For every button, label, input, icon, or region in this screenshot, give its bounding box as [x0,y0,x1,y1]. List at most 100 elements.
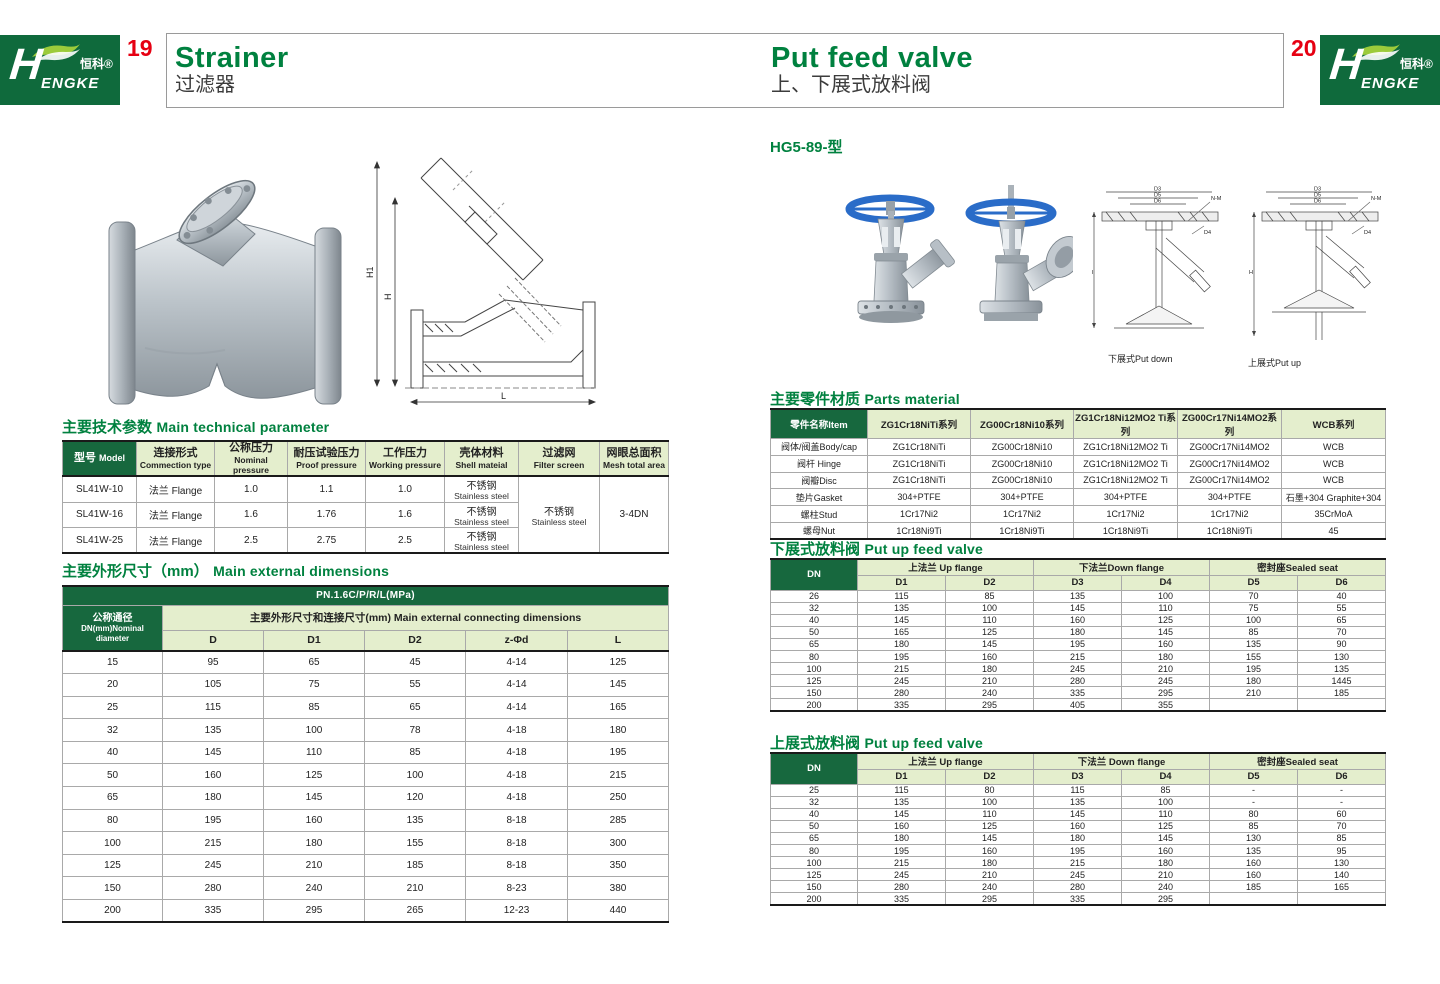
dim-label-h: H [1092,270,1093,276]
table-cell: 100 [770,856,858,870]
col-d2: D2 [364,629,466,652]
table-row: 32 135 100 145 110 75 55 [770,601,1387,615]
col-model: 型号 Model [62,440,137,477]
table-cell: - [1297,795,1387,809]
dim-label-d3: D3 [1154,187,1161,193]
table-row: 200 335 295 405 355 [770,698,1387,712]
table-row: 125 245 210 185 8-18 350 [62,853,670,878]
table-cell: 不锈钢 Stainless steel [444,501,519,528]
table-cell: 100 [1209,613,1299,627]
down-feed-valve-table: DN 上法兰 Up flange 下法兰Down flange 密封座Seale… [770,558,1387,712]
logo-text-engke: ENGKE [1361,75,1420,92]
table-cell: 阀杆 Hinge [770,454,868,473]
table-cell: 195 [857,843,946,858]
table-cell: 145 [1033,807,1123,821]
model-type-label: HG5-89-型 [770,139,843,156]
dim-label-h: H [1249,270,1253,276]
table-cell: 2.75 [287,526,366,554]
table-cell: 180 [1033,625,1123,639]
parts-table-body: 阀体/阀盖Body/cap ZG1Cr18NiTi ZG00Cr18Ni10 ZG1C… [770,438,1386,540]
table-cell: 304+PTFE [1177,488,1282,507]
table-cell: 195 [162,808,264,833]
table-cell: 不锈钢 Stainless steel [444,475,519,503]
table-cell: 不锈钢 Stainless steel [444,526,519,554]
table-cell: ZG1Cr18NiTi [867,438,971,456]
table-cell: 150 [62,876,163,901]
hengke-logo: H ENGKE 恒科® [0,35,120,105]
table-cell: 195 [1209,662,1299,676]
table-cell: 70 [1297,819,1387,833]
table-row: 50 160 125 160 125 85 70 [770,819,1387,833]
col-d6: D6 [1297,768,1387,785]
table-cell: 210 [263,853,365,878]
table-cell: 25 [770,783,858,797]
col-series-1: ZG1Cr18NiTi系列 [867,408,971,439]
table-cell: 145 [162,740,264,765]
table-cell: 210 [364,876,466,901]
dims-title-en: Main external dimensions [213,563,390,579]
table-cell: 75 [263,673,365,697]
table-cell: 210 [1121,662,1211,676]
table-cell: 12-23 [465,899,568,923]
table-cell: 135 [1209,843,1299,858]
table-row: 65 180 145 195 160 135 90 [770,637,1387,651]
dimensions-table: PN.1.6C/P/R/L(MPa) 公称通径 DN(mm)Nominal di… [61,585,670,924]
table-cell: 145 [263,786,365,810]
col-d2: D2 [944,574,1035,591]
table-cell: 215 [162,831,264,855]
table-cell: - [1297,783,1387,797]
col-dn: DN [770,752,858,785]
col-l: L [566,629,670,652]
col-series-wcb: WCB系列 [1281,408,1386,439]
table-cell: 210 [1121,868,1211,882]
table-cell: 160 [857,819,946,833]
dim-label-d3: D3 [1314,187,1321,193]
table-cell: 4-14 [465,673,568,697]
table-cell: 125 [62,853,163,878]
table-cell: 335 [162,899,264,923]
table-cell: 195 [1033,637,1123,651]
table-cell: 335 [1033,892,1123,906]
tech-parameter-table: 型号 Model 连接形式 Commection type 公称压力 Nominal… [62,440,669,555]
logo-text-cn: 恒科® [80,57,113,71]
col-d1: D1 [857,574,946,591]
logo-text-cn: 恒科® [1400,57,1433,71]
table-cell: 185 [364,853,466,878]
table-row: 阀杆 Hinge ZG1Cr18NiTi ZG00Cr18Ni10 ZG1Cr18Ni… [770,454,1386,473]
table-cell: 1Cr18Ni9Ti [1073,521,1178,540]
table-cell: 180 [566,718,670,742]
col-nominal-pressure: 公称压力 Nominal pressure [214,440,288,477]
table-cell: 304+PTFE [970,488,1074,507]
table-cell: 160 [1209,856,1299,870]
table-cell: 300 [566,831,670,855]
table-cell: 70 [1297,625,1387,639]
table-cell: 215 [1033,856,1123,870]
dims-table-header: PN.1.6C/P/R/L(MPa) 公称通径 DN(mm)Nominal di… [61,585,670,652]
table-row: 125 245 210 245 210 160 140 [770,868,1387,882]
table-cell: 240 [944,686,1035,700]
table-cell: ZG00Cr18Ni10 [970,438,1074,456]
table-cell: 8-18 [465,853,568,878]
table-cell: 265 [364,899,466,923]
table-cell: ZG1Cr18Ni12MO2 Ti [1073,438,1178,456]
table-cell: 4-18 [465,740,568,765]
connecting-dims-header: 主要外形尺寸和连接尺寸(mm) Main external connecting… [161,604,670,631]
table-cell: 55 [1297,601,1387,615]
col-zphid: z-Φd [465,629,568,652]
table-cell: ZG00Cr17Ni14MO2 [1177,471,1282,490]
table-cell: 335 [857,892,946,906]
dim-label-nm: N-M [1211,196,1222,202]
table-cell: 1Cr17Ni2 [1177,505,1282,523]
table-cell: 65 [770,637,858,651]
table-cell: 180 [857,831,946,845]
table-cell: 螺母Nut [770,521,868,540]
col-series-2: ZG00Cr18Ni10系列 [970,408,1074,439]
table-row: 125 245 210 280 245 180 1445 [770,674,1387,688]
table-cell: 60 [1297,807,1387,821]
table-cell: 1.0 [365,475,445,503]
tech-title-zh: 主要技术参数 [62,419,153,436]
table-cell: 304+PTFE [867,488,971,507]
up-table-body: 25 115 80 115 85- -32 135 100 135 100- -40 145 110 14… [770,783,1387,906]
table-cell: 65 [263,650,365,675]
col-filter-screen: 过滤网 Filter screen [518,440,600,477]
